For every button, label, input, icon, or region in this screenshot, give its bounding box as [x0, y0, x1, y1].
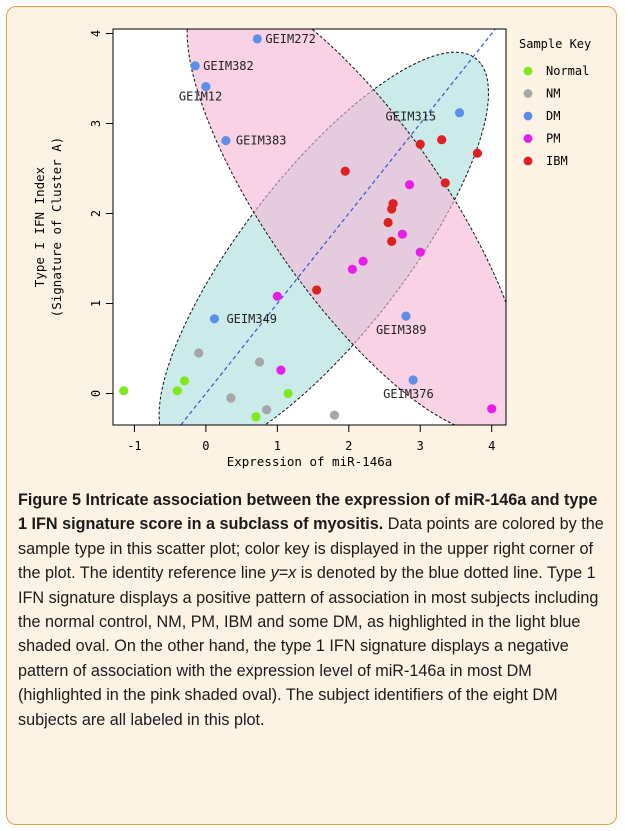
- point-ibm: [437, 135, 447, 145]
- point-pm: [415, 247, 425, 257]
- legend-swatch-normal: [523, 66, 533, 76]
- point-ibm: [472, 148, 483, 158]
- dm-subject-label: GEIM382: [203, 59, 254, 73]
- point-nm: [262, 405, 272, 415]
- dm-subject-label: GEIM12: [179, 90, 222, 104]
- point-pm: [404, 180, 415, 190]
- point-ibm: [415, 139, 425, 149]
- legend-swatch-ibm: [523, 156, 533, 166]
- point-dm: [221, 136, 231, 146]
- point-pm: [397, 229, 407, 239]
- caption-equation: y=x: [270, 564, 297, 583]
- y-tick-label: 4: [89, 30, 103, 37]
- point-ibm: [388, 199, 398, 209]
- x-tick-label: 3: [417, 439, 424, 453]
- point-dm: [201, 82, 211, 92]
- point-ibm: [387, 236, 397, 246]
- legend-swatch-pm: [523, 134, 533, 143]
- point-dm: [401, 311, 411, 321]
- legend-label-pm: PM: [546, 132, 560, 146]
- dm-subject-label: GEIM272: [265, 32, 316, 46]
- scatter-plot-area: -1 0 1 2 3 4 0 1 2 3 4 Expression of miR-146a Type I…: [32, 28, 591, 469]
- legend-label-dm: DM: [546, 109, 560, 123]
- point-dm: [209, 314, 220, 324]
- point-dm: [454, 108, 465, 118]
- point-nm: [226, 393, 236, 403]
- point-dm: [190, 61, 200, 71]
- point-dm: [408, 375, 418, 385]
- point-normal: [251, 412, 261, 422]
- dm-subject-label: GEIM383: [236, 134, 287, 148]
- y-tick-label: 1: [89, 300, 103, 307]
- caption-text-part2: is denoted by the blue dotted line. Type…: [18, 564, 599, 729]
- point-ibm: [312, 285, 322, 295]
- plot-frame: [112, 28, 507, 426]
- point-normal: [119, 386, 129, 396]
- figure-label: Figure 5: [18, 491, 81, 509]
- scatter-plot: -1 0 1 2 3 4 0 1 2 3 4 Expression of miR-146a Type I…: [32, 28, 591, 469]
- point-pm: [358, 256, 368, 266]
- y-tick-label: 2: [89, 210, 103, 217]
- point-pm: [347, 264, 357, 274]
- figure-caption: Figure 5 Intricate association between t…: [18, 488, 608, 732]
- dm-subject-label: GEIM376: [383, 387, 434, 401]
- dm-subject-label: GEIM315: [386, 110, 437, 124]
- legend-label-nm: NM: [546, 87, 560, 101]
- point-normal: [172, 386, 182, 396]
- x-tick-label: 1: [274, 439, 281, 453]
- y-axis-label-line2: (Signature of Cluster A): [49, 137, 64, 318]
- x-tick-label: -1: [127, 439, 141, 453]
- identity-reference-line: [180, 29, 496, 425]
- figure-title: Intricate association between the expres…: [18, 491, 598, 534]
- pink-ellipse: [186, 29, 506, 425]
- x-tick-label: 0: [202, 439, 209, 453]
- point-nm: [254, 357, 265, 367]
- point-ibm: [340, 166, 350, 176]
- dm-subject-label: GEIM389: [376, 323, 427, 337]
- x-tick-label: 4: [488, 439, 495, 453]
- dm-subject-label: GEIM349: [226, 312, 277, 326]
- caption-text-part1: Data points are colored by the sample ty…: [18, 515, 604, 583]
- legend-label-normal: Normal: [546, 64, 589, 78]
- y-tick-label: 0: [89, 390, 103, 397]
- x-tick-label: 2: [345, 439, 352, 453]
- point-normal: [179, 376, 190, 386]
- point-dm: [252, 34, 262, 44]
- legend-title: Sample Key: [519, 37, 591, 51]
- point-pm: [272, 291, 282, 301]
- point-pm: [276, 365, 286, 375]
- legend-swatch-dm: [523, 111, 533, 121]
- y-tick-label: 3: [89, 120, 103, 127]
- point-ibm: [383, 217, 393, 228]
- y-axis-label-line1: Type I IFN Index: [32, 166, 47, 287]
- x-axis-label: Expression of miR-146a: [227, 454, 393, 469]
- point-nm: [194, 348, 204, 358]
- point-normal: [283, 388, 293, 399]
- legend-label-ibm: IBM: [546, 154, 568, 168]
- point-pm: [487, 404, 497, 414]
- point-ibm: [440, 178, 450, 188]
- legend-swatch-nm: [523, 89, 533, 98]
- point-nm: [329, 410, 340, 420]
